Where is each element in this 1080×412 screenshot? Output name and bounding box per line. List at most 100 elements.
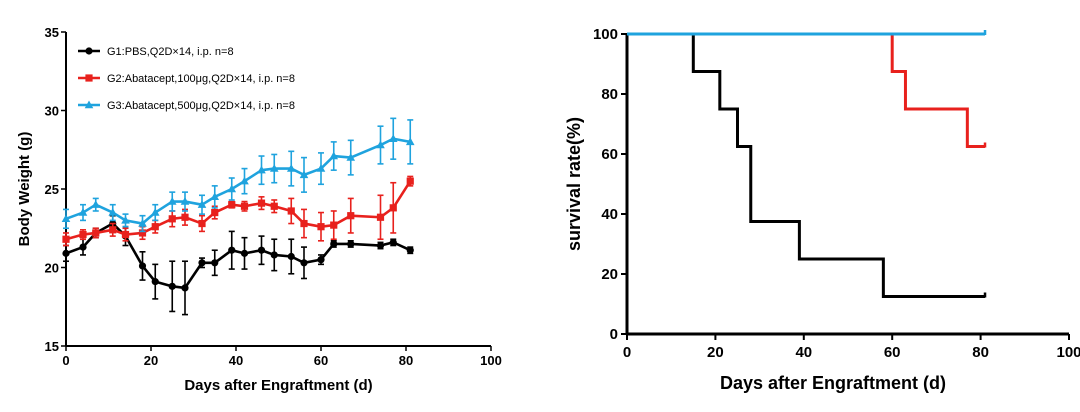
series-line xyxy=(65,137,411,225)
data-point xyxy=(376,213,385,221)
data-point xyxy=(287,207,295,215)
data-point xyxy=(329,151,339,160)
data-point xyxy=(78,208,88,216)
data-point xyxy=(198,259,206,267)
y-tick-label: 60 xyxy=(601,146,618,163)
data-point xyxy=(317,223,325,231)
series-3 xyxy=(61,117,415,233)
y-tick-label: 80 xyxy=(601,86,618,103)
data-point xyxy=(299,170,309,179)
y-tick-label: 20 xyxy=(601,266,618,283)
body-weight-chart: 15 20 25 30 35 0 20 40 60 80 100 Days after Engraft… xyxy=(16,25,502,394)
y-tick-label: 35 xyxy=(45,25,59,40)
x-axis-label: Days after Engraftment (d) xyxy=(720,373,946,393)
data-point xyxy=(198,219,206,228)
survival-rate-chart: 0 20 40 60 80 100 0 20 40 60 80 100 Days after Engra… xyxy=(564,26,1080,393)
data-point xyxy=(376,241,385,250)
legend-swatch-marker xyxy=(85,74,93,82)
data-point xyxy=(168,282,176,290)
x-tick-label: 20 xyxy=(144,353,158,368)
data-point xyxy=(389,204,397,212)
x-tick-label: 40 xyxy=(795,344,812,361)
data-point xyxy=(376,140,385,149)
x-tick-label: 40 xyxy=(229,353,243,368)
series-line xyxy=(65,180,412,241)
data-point xyxy=(108,208,118,216)
y-axis-label: Body Weight (g) xyxy=(16,132,33,247)
data-point xyxy=(347,240,355,248)
data-point xyxy=(406,177,414,185)
x-tick-label: 0 xyxy=(62,353,69,368)
data-point xyxy=(167,197,177,205)
data-point xyxy=(286,164,296,172)
x-tick-label: 60 xyxy=(314,353,328,368)
data-point xyxy=(330,240,338,248)
data-point xyxy=(389,238,397,246)
survival-step-line-g2 xyxy=(627,32,986,148)
data-point xyxy=(138,229,147,237)
data-point xyxy=(228,201,236,209)
data-point xyxy=(300,219,308,228)
y-tick-label: 20 xyxy=(45,261,59,276)
x-tick-label: 80 xyxy=(972,344,989,361)
data-point xyxy=(181,284,189,292)
legend-swatch-marker xyxy=(85,47,93,55)
data-point xyxy=(211,208,219,217)
x-tick-label: 80 xyxy=(399,353,413,368)
data-point xyxy=(210,192,220,201)
y-tick-label: 30 xyxy=(45,104,59,119)
data-point xyxy=(92,229,100,237)
data-point xyxy=(346,153,356,161)
data-point xyxy=(79,230,87,239)
data-point xyxy=(62,249,70,257)
data-point xyxy=(240,202,249,210)
data-point xyxy=(240,176,249,185)
data-point xyxy=(240,249,249,257)
data-point xyxy=(388,134,398,142)
survival-step-line-g1 xyxy=(627,32,986,298)
data-point xyxy=(257,199,266,207)
y-tick-label: 100 xyxy=(593,26,618,43)
legend-entry-label: G1:PBS,Q2D×14, i.p. n=8 xyxy=(107,46,234,58)
data-point xyxy=(91,200,101,208)
data-point xyxy=(330,221,338,229)
data-point xyxy=(270,251,278,259)
x-axis-label: Days after Engraftment (d) xyxy=(184,377,372,394)
y-tick-label: 15 xyxy=(45,339,59,354)
data-point xyxy=(317,256,325,264)
data-point xyxy=(79,243,87,251)
y-tick-label: 40 xyxy=(601,206,618,223)
data-point xyxy=(151,278,159,286)
data-point xyxy=(151,223,159,231)
data-point xyxy=(197,200,207,208)
legend-entry-label: G2:Abatacept,100μg,Q2D×14, i.p. n=8 xyxy=(107,73,295,85)
x-tick-label: 20 xyxy=(707,344,724,361)
data-point xyxy=(300,259,308,267)
y-tick-label: 0 xyxy=(610,326,618,343)
data-point xyxy=(109,226,117,234)
series-line xyxy=(65,222,411,290)
data-point xyxy=(121,215,130,224)
data-point xyxy=(168,215,176,223)
data-point xyxy=(138,262,147,270)
data-point xyxy=(269,164,279,172)
data-point xyxy=(257,165,266,174)
data-point xyxy=(180,197,190,205)
data-point xyxy=(150,208,160,216)
x-tick-label: 100 xyxy=(480,353,502,368)
x-tick-label: 0 xyxy=(623,344,631,361)
data-point xyxy=(62,235,70,243)
data-point xyxy=(228,246,236,254)
data-point xyxy=(405,137,415,146)
data-point xyxy=(316,164,326,172)
legend-entry-label: G3:Abatacept,500μg,Q2D×14, i.p. n=8 xyxy=(107,100,295,112)
x-tick-label: 100 xyxy=(1056,344,1080,361)
data-point xyxy=(211,259,219,267)
data-point xyxy=(270,202,278,210)
series-2 xyxy=(62,175,414,247)
y-tick-label: 25 xyxy=(45,182,59,197)
y-axis-label: survival rate(%) xyxy=(564,117,584,251)
x-tick-label: 60 xyxy=(884,344,901,361)
data-point xyxy=(347,212,355,220)
